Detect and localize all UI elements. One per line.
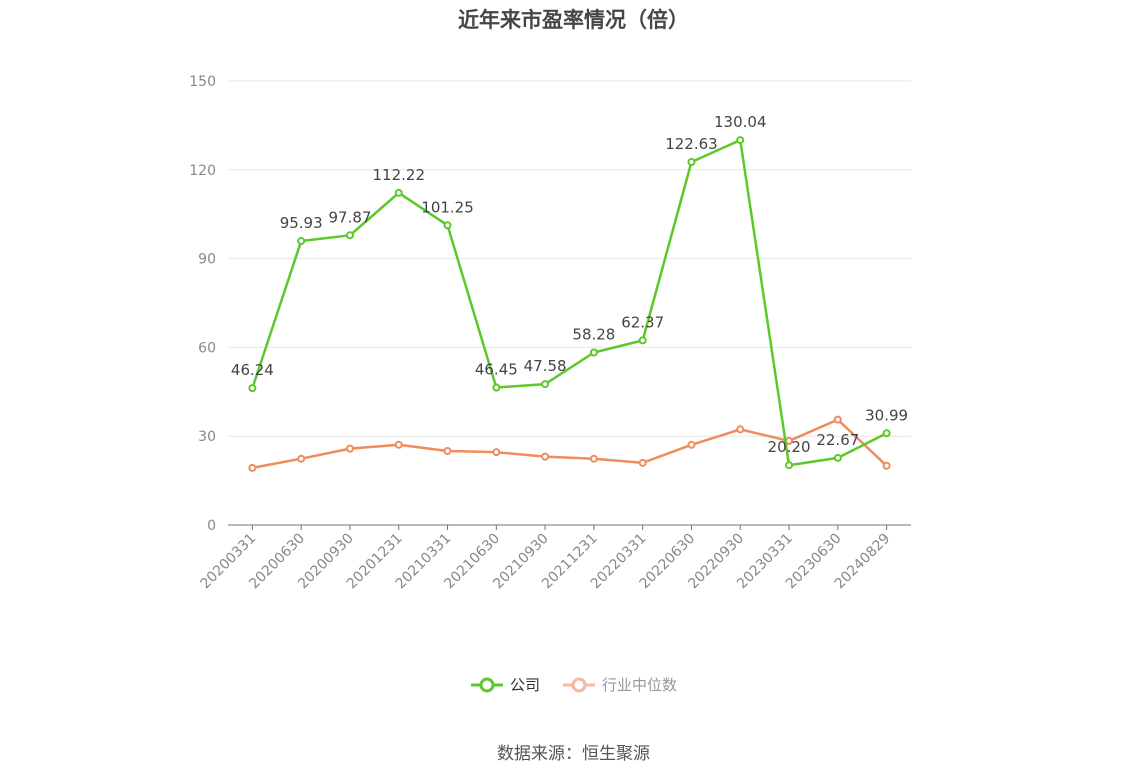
industry-point [638,458,647,467]
company-point [882,429,891,438]
industry-point [345,444,354,453]
industry-line [252,418,888,470]
company-point [785,461,794,470]
company-data-label: 112.22 [373,166,426,184]
y-tick-label: 120 [189,163,216,179]
y-tick-label: 60 [198,340,216,356]
company-data-label: 46.24 [231,361,274,379]
company-point [589,348,598,357]
legend-company-marker-icon [470,677,503,692]
legend: 公司 行业中位数 [0,674,1147,695]
company-data-label: 46.45 [475,361,518,379]
legend-industry-label: 行业中位数 [602,676,678,694]
industry-point [687,440,696,449]
industry-point [394,440,403,449]
y-tick-label: 30 [198,429,216,445]
company-point [394,188,403,197]
company-data-label: 58.28 [572,325,615,343]
legend-industry-marker-icon [563,677,595,692]
y-tick-label: 150 [189,74,216,90]
company-data-label: 101.25 [421,198,474,216]
company-data-label: 20.20 [768,438,811,456]
company-data-label: 47.58 [524,357,567,375]
company-data-label: 130.04 [714,113,767,131]
industry-point [248,463,257,472]
company-data-label: 95.93 [280,214,323,232]
company-point [443,221,452,230]
y-tick-label: 90 [198,252,216,268]
industry-point [297,454,306,463]
company-point [833,453,842,462]
company-point [736,136,745,145]
industry-point [833,415,842,424]
y-tick-label: 0 [207,518,216,534]
company-data-label: 30.99 [865,406,908,424]
data-labels: 46.24 95.93 97.87 112.22 101.25 46.45 47.58 58.… [231,113,908,456]
grid-lines [228,80,911,437]
company-line [251,138,888,467]
company-data-label: 22.67 [816,431,859,449]
company-point [492,383,501,392]
axes: 0306090120150202003312020063020200930202… [189,74,911,592]
company-point [345,231,354,240]
industry-point [492,448,501,457]
company-data-label: 122.63 [665,135,718,153]
series [248,136,891,472]
company-point [248,384,257,393]
legend-item-industry[interactable]: 行业中位数 [562,674,677,695]
legend-company-label: 公司 [509,676,540,694]
industry-point [443,447,452,455]
industry-point [589,454,598,463]
company-point [541,380,550,389]
company-data-label: 97.87 [328,208,371,226]
chart-title: 近年来市盈率情况（倍） [458,8,689,32]
industry-point [736,425,745,434]
company-data-label: 62.37 [621,313,664,331]
company-point [687,158,696,167]
industry-point [882,461,891,470]
company-point [638,336,647,345]
data-source: 数据来源：恒生聚源 [497,744,650,764]
legend-item-company[interactable]: 公司 [470,674,540,695]
industry-point [541,452,550,461]
company-point [297,237,306,246]
